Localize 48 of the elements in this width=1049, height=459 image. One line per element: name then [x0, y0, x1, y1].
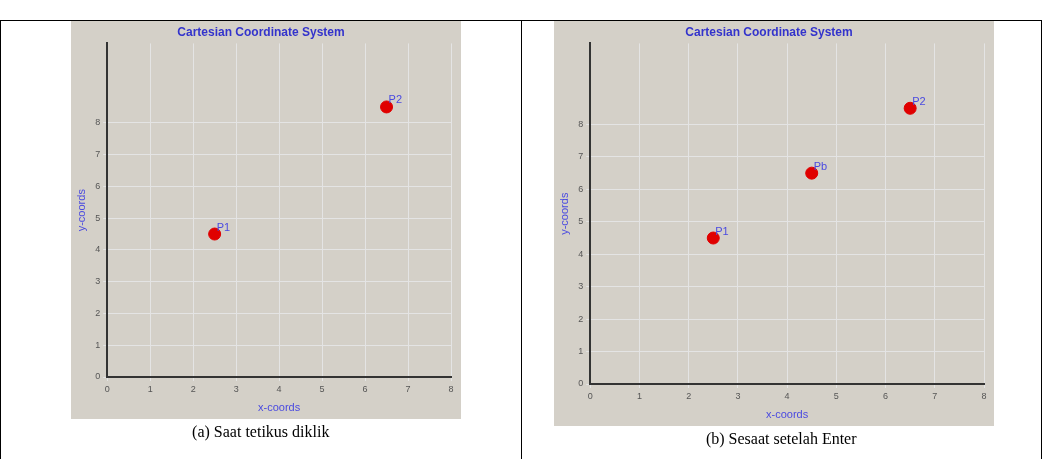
y-tick-label: 4: [95, 244, 101, 255]
x-tick-label: 0: [104, 383, 110, 394]
x-tick-label: 5: [833, 390, 839, 401]
text: (a) Saat tetikus diklik: [191, 423, 331, 441]
y-tick-label: 3: [95, 276, 101, 287]
x-axis-title: x-coords: [258, 401, 301, 414]
x-axis-title: x-coords: [765, 408, 809, 421]
y-tick-label: 6: [577, 183, 583, 194]
y-tick-label: 5: [95, 212, 101, 223]
y-tick-label: 4: [577, 248, 583, 259]
y-tick-label: 6: [95, 180, 101, 191]
x-tick-label: 7: [931, 390, 937, 401]
x-tick-label: 8: [980, 390, 987, 401]
y-tick-label: 8: [577, 118, 583, 129]
chart-title: Cartesian Coordinate System: [684, 24, 853, 39]
x-tick-label: 6: [882, 390, 888, 401]
y-tick-label: 2: [577, 313, 583, 324]
y-axis-title: y-coords: [74, 188, 87, 232]
x-tick-label: 8: [448, 383, 454, 394]
x-tick-label: 3: [734, 390, 740, 401]
annotation: P1: [714, 224, 729, 237]
y-tick-label: 1: [577, 346, 583, 357]
x-tick-label: 4: [784, 390, 790, 401]
x-tick-label: 1: [147, 383, 153, 394]
chart-title: Cartesian Coordinate System: [177, 24, 345, 39]
x-tick-label: 7: [405, 383, 411, 394]
x-tick-label: 6: [362, 383, 368, 394]
y-tick-label: 2: [95, 307, 101, 318]
annotation: P2: [388, 93, 403, 106]
annotation: Pb: [813, 159, 827, 172]
annotation: P2: [911, 94, 926, 107]
x-tick-label: 0: [587, 390, 593, 401]
y-tick-label: 5: [577, 216, 583, 227]
x-tick-label: 2: [190, 383, 196, 394]
y-tick-label: 7: [95, 149, 101, 160]
y-axis-title: y-coords: [557, 192, 570, 235]
y-tick-label: 7: [577, 151, 583, 162]
y-tick-label: 3: [577, 281, 583, 292]
x-tick-label: 2: [685, 390, 691, 401]
y-tick-label: 0: [95, 371, 101, 382]
x-tick-label: 5: [319, 383, 325, 394]
x-tick-label: 3: [233, 383, 239, 394]
annotation: P1: [216, 220, 231, 233]
text: (b) Sesaat setelah Enter: [704, 430, 858, 448]
y-tick-label: 1: [95, 339, 101, 350]
y-tick-label: 8: [95, 117, 101, 128]
x-tick-label: 4: [276, 383, 282, 394]
x-tick-label: 1: [636, 390, 642, 401]
